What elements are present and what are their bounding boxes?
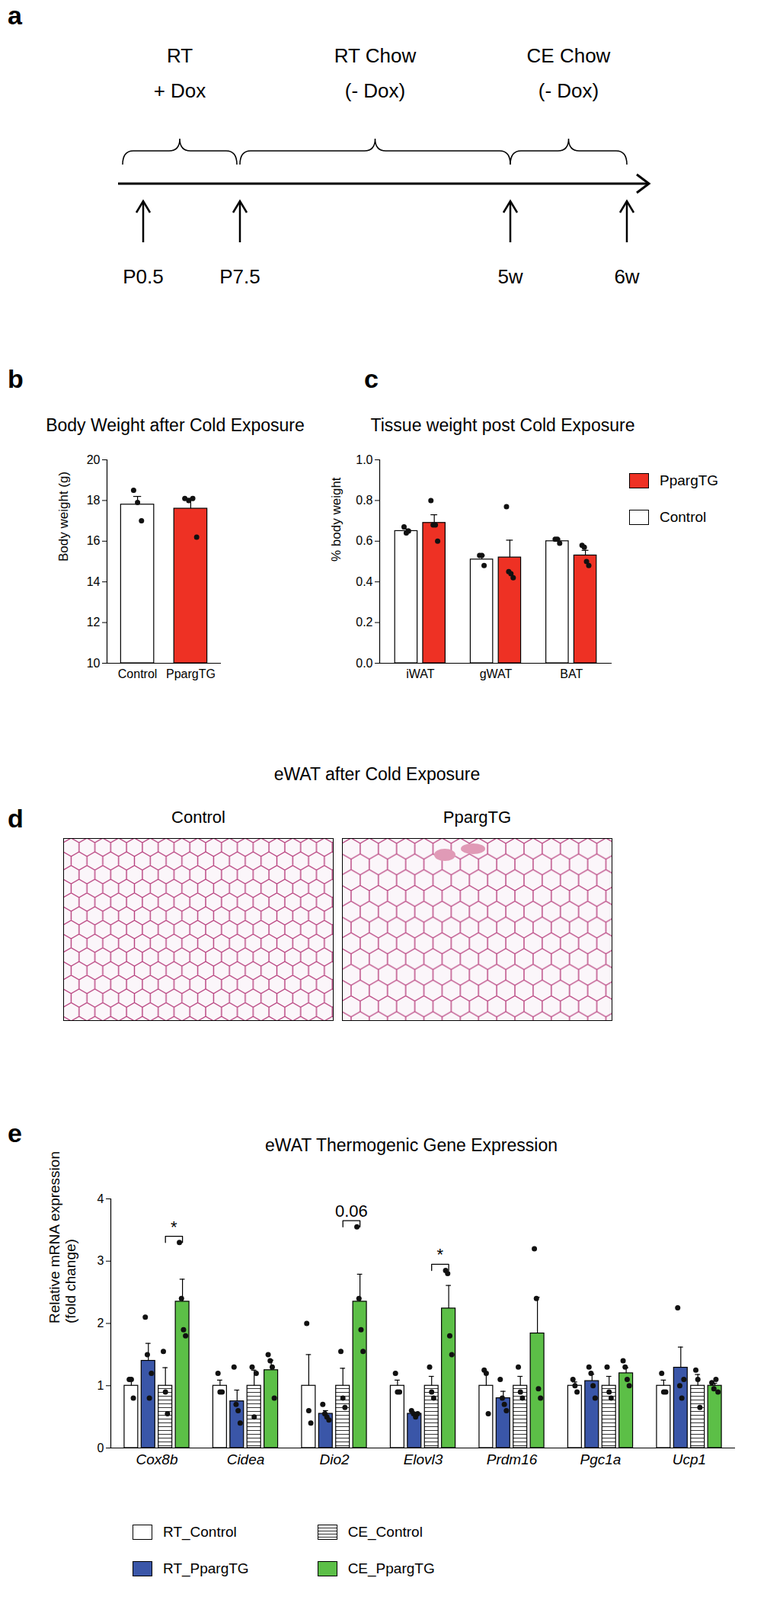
svg-text:0.4: 0.4 bbox=[355, 575, 373, 589]
html-text:eWAT after Cold Exposure: eWAT after Cold Exposure bbox=[273, 763, 481, 784]
svg-text:gWAT: gWAT bbox=[479, 667, 513, 681]
svg-text:Prdm16: Prdm16 bbox=[486, 1450, 538, 1467]
svg-text:Dio2: Dio2 bbox=[319, 1450, 350, 1467]
svg-text:5w: 5w bbox=[497, 265, 523, 288]
svg-text:0.6: 0.6 bbox=[355, 533, 373, 547]
svg-text:*: * bbox=[170, 1217, 178, 1237]
svg-text:% body weight: % body weight bbox=[329, 476, 344, 562]
svg-text:Relative mRNA expression(fold: Relative mRNA expression(fold change) bbox=[46, 1150, 80, 1324]
svg-text:+ Dox: + Dox bbox=[153, 79, 207, 103]
svg-text:PpargTG: PpargTG bbox=[166, 667, 216, 681]
svg-text:16: 16 bbox=[86, 533, 101, 547]
svg-text:iWAT: iWAT bbox=[405, 667, 435, 681]
svg-text:1: 1 bbox=[97, 1378, 105, 1392]
svg-text:0.06: 0.06 bbox=[335, 1201, 368, 1221]
svg-text:Control: Control bbox=[118, 667, 158, 681]
html-text:Tissue weight post Cold Exposu: Tissue weight post Cold Exposure bbox=[370, 415, 635, 435]
svg-text:14: 14 bbox=[86, 575, 101, 589]
svg-text:0.8: 0.8 bbox=[355, 493, 373, 507]
svg-text:0: 0 bbox=[97, 1441, 105, 1455]
html-text:RT_Control: RT_Control bbox=[162, 1523, 237, 1540]
svg-text:Cidea: Cidea bbox=[226, 1450, 266, 1467]
svg-text:0.0: 0.0 bbox=[355, 656, 373, 670]
svg-text:2: 2 bbox=[97, 1316, 105, 1330]
html-text:CE_PpargTG: CE_PpargTG bbox=[347, 1559, 435, 1576]
svg-text:10: 10 bbox=[86, 656, 101, 670]
html-text:b: b bbox=[7, 364, 24, 394]
svg-text:0.2: 0.2 bbox=[355, 615, 373, 629]
svg-text:*: * bbox=[437, 1244, 445, 1264]
svg-text:1.0: 1.0 bbox=[355, 453, 373, 467]
svg-text:RT: RT bbox=[166, 44, 193, 68]
html-text:PpargTG: PpargTG bbox=[659, 472, 719, 489]
svg-text:P7.5: P7.5 bbox=[219, 265, 261, 288]
svg-text:6w: 6w bbox=[613, 265, 640, 288]
svg-text:4: 4 bbox=[97, 1192, 105, 1205]
svg-text:BAT: BAT bbox=[559, 667, 583, 681]
html-text:CE_Control: CE_Control bbox=[347, 1523, 423, 1540]
html-text:e: e bbox=[7, 1118, 23, 1148]
svg-text:Cox8b: Cox8b bbox=[136, 1450, 179, 1467]
svg-text:(- Dox): (- Dox) bbox=[538, 79, 599, 103]
html-text:c: c bbox=[364, 364, 379, 394]
html-text:RT_PpargTG: RT_PpargTG bbox=[162, 1559, 249, 1576]
svg-text:Ucp1: Ucp1 bbox=[672, 1450, 707, 1467]
svg-text:(- Dox): (- Dox) bbox=[345, 79, 406, 103]
svg-text:Pgc1a: Pgc1a bbox=[580, 1450, 622, 1467]
svg-text:20: 20 bbox=[86, 453, 101, 467]
svg-text:Body weight (g): Body weight (g) bbox=[56, 471, 71, 562]
html-text:Control: Control bbox=[659, 508, 707, 525]
html-text:Control: Control bbox=[171, 807, 226, 827]
html-text:eWAT Thermogenic Gene Expressi: eWAT Thermogenic Gene Expression bbox=[265, 1134, 558, 1155]
svg-text:RT Chow: RT Chow bbox=[334, 44, 417, 68]
svg-text:P0.5: P0.5 bbox=[122, 265, 164, 288]
svg-text:12: 12 bbox=[86, 615, 101, 629]
svg-text:a: a bbox=[7, 0, 23, 30]
svg-text:18: 18 bbox=[86, 493, 101, 507]
html-text:PpargTG: PpargTG bbox=[443, 807, 512, 827]
html-text:d: d bbox=[7, 803, 24, 833]
svg-text:CE Chow: CE Chow bbox=[527, 44, 611, 68]
svg-text:Elovl3: Elovl3 bbox=[403, 1450, 444, 1467]
html-text:Body Weight after Cold Exposur: Body Weight after Cold Exposure bbox=[45, 415, 305, 435]
svg-text:3: 3 bbox=[97, 1253, 105, 1267]
